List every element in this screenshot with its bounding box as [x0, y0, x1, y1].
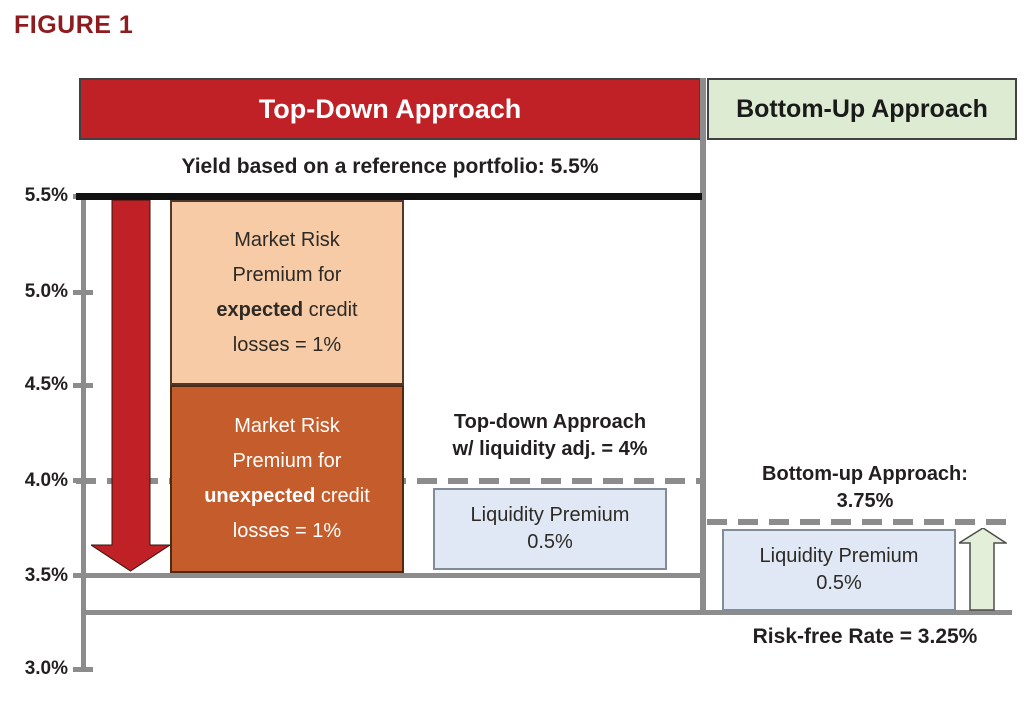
top-down-header-label: Top-Down Approach	[258, 93, 522, 124]
axis-label-3-5: 3.5%	[24, 565, 68, 586]
top-down-adjusted-annotation: Top-down Approach w/ liquidity adj. = 4%	[452, 411, 648, 460]
axis-label-5-0: 5.0%	[24, 281, 68, 302]
bottom-up-annotation: Bottom-up Approach: 3.75%	[762, 463, 968, 512]
axis-label-4-0: 4.0%	[24, 470, 68, 491]
green-up-arrow-icon	[959, 528, 1007, 611]
unexpected-credit-loss-box: Market Risk Premium for unexpected credi…	[170, 385, 404, 573]
reference-yield-line	[76, 193, 702, 200]
dashed-line-3-75pct	[707, 519, 1012, 525]
box-text-line: Premium for	[232, 450, 342, 472]
risk-free-rate-annotation: Risk-free Rate = 3.25%	[752, 625, 978, 648]
box-text-line: losses = 1%	[232, 333, 342, 356]
expected-credit-loss-box: Market Risk Premium for expected credit …	[170, 200, 404, 385]
box-text-line: Market Risk	[234, 415, 340, 437]
figure-title: FIGURE 1	[14, 11, 134, 39]
liquidity-premium-box-bottom-up: Liquidity Premium 0.5%	[722, 529, 956, 611]
liquidity-premium-box-top-down: Liquidity Premium 0.5%	[433, 488, 667, 570]
axis-label-4-5: 4.5%	[24, 374, 68, 395]
axis-tick	[73, 667, 93, 672]
box-text-line: Market Risk	[234, 228, 340, 251]
bottom-up-header: Bottom-Up Approach	[707, 78, 1017, 140]
axis-label-3-0: 3.0%	[24, 658, 68, 679]
box-text-line: Premium for	[232, 263, 342, 286]
section-divider-line	[700, 78, 706, 615]
box-text-line: expected credit	[216, 298, 358, 321]
axis-label-5-5: 5.5%	[24, 185, 68, 206]
line-3-5pct	[83, 573, 703, 578]
yield-reference-annotation: Yield based on a reference portfolio: 5.…	[181, 155, 599, 178]
top-down-header: Top-Down Approach	[79, 78, 701, 140]
box-text-line: unexpected credit	[204, 485, 370, 507]
axis-tick	[73, 383, 93, 388]
risk-free-rate-line	[83, 610, 1012, 615]
y-axis-line	[81, 196, 86, 671]
box-text-line: losses = 1%	[232, 520, 342, 542]
red-down-arrow-icon	[91, 200, 170, 572]
bottom-up-header-label: Bottom-Up Approach	[736, 94, 988, 123]
axis-tick	[73, 290, 93, 295]
